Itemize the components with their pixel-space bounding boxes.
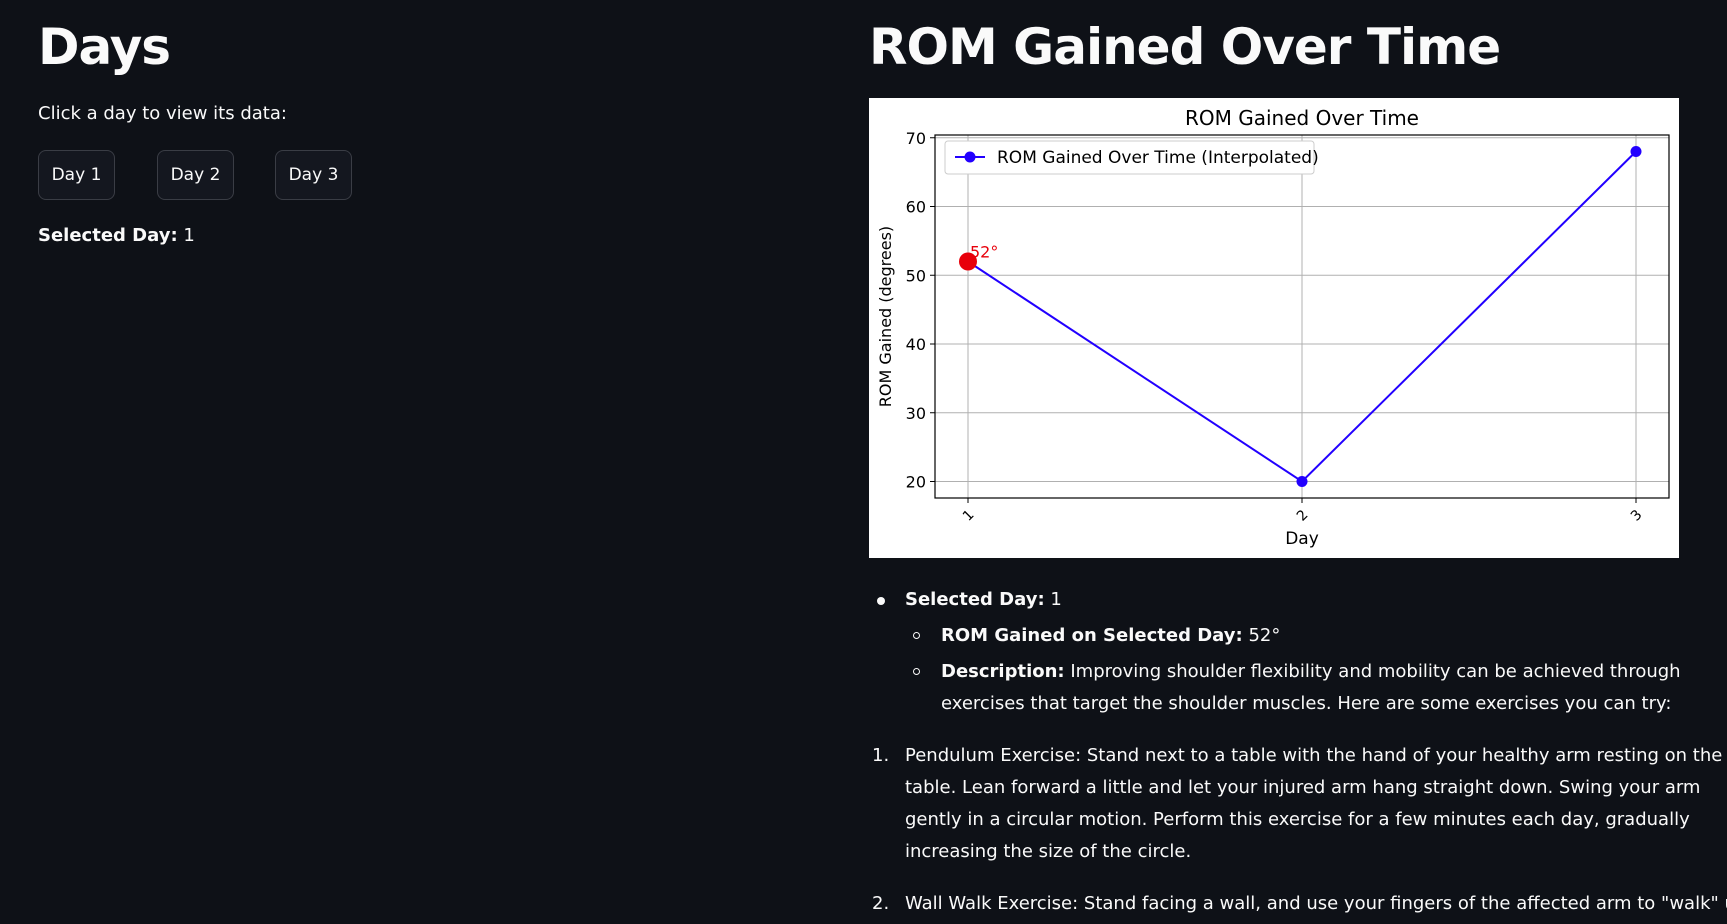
- y-tick-label: 20: [906, 473, 926, 492]
- y-tick-label: 60: [906, 198, 926, 217]
- data-point: [1630, 146, 1642, 157]
- days-heading: Days: [38, 18, 171, 76]
- bullet-circle-icon: [913, 632, 920, 639]
- highlight-label: 52°: [970, 243, 998, 262]
- detail-rom-gained: ROM Gained on Selected Day: 52°: [869, 620, 1679, 656]
- legend-marker: [964, 151, 976, 163]
- bullet-circle-icon: [913, 668, 920, 675]
- day-2-button[interactable]: Day 2: [157, 150, 234, 200]
- day-prompt: Click a day to view its data:: [38, 103, 287, 124]
- exercise-item-1: 1. Pendulum Exercise: Stand next to a ta…: [869, 740, 1722, 888]
- chart-y-label: ROM Gained (degrees): [876, 226, 895, 407]
- x-tick-label: 1: [960, 507, 978, 525]
- exercise-2-line-1: Wall Walk Exercise: Stand facing a wall,…: [905, 893, 1727, 914]
- exercise-1-line-4: increasing the size of the circle.: [905, 841, 1192, 862]
- detail-description-line-2: exercises that target the shoulder muscl…: [941, 693, 1672, 714]
- legend-box: [944, 140, 1315, 175]
- chart-legend: ROM Gained Over Time (Interpolated): [944, 140, 1319, 175]
- detail-description: Description: Improving shoulder flexibil…: [869, 656, 1681, 740]
- x-tick-label: 3: [1628, 507, 1646, 525]
- selected-day-value: 1: [183, 225, 195, 246]
- detail-description-line-1: Improving shoulder flexibility and mobil…: [1070, 661, 1681, 682]
- exercise-item-2: 2. Wall Walk Exercise: Stand facing a wa…: [869, 888, 1727, 924]
- exercise-2-number: 2.: [872, 893, 890, 914]
- selected-day-label: Selected Day:: [38, 225, 178, 246]
- selected-day-text: Selected Day: 1: [38, 225, 195, 246]
- rom-chart: 52° 20 30 40 50 60 70 1 2 3 ROM Gained Over Time…: [869, 98, 1679, 558]
- rom-heading: ROM Gained Over Time: [869, 18, 1501, 76]
- y-tick-label: 40: [906, 335, 926, 354]
- day-1-button[interactable]: Day 1: [38, 150, 115, 200]
- chart-title: ROM Gained Over Time: [1185, 106, 1419, 130]
- y-tick-label: 30: [906, 404, 926, 423]
- highlight-point: [959, 252, 977, 271]
- detail-selected-day: Selected Day: 1: [869, 580, 1679, 620]
- selected-day-details: Selected Day: 1 ROM Gained on Selected D…: [869, 580, 1727, 924]
- detail-rom-label: ROM Gained on Selected Day:: [941, 625, 1243, 646]
- exercise-1-line-3: gently in a circular motion. Perform thi…: [905, 809, 1690, 830]
- rom-chart-svg: 52° 20 30 40 50 60 70 1 2 3 ROM Gained Over Time…: [876, 106, 1670, 549]
- detail-selected-day-value: 1: [1050, 589, 1062, 610]
- detail-rom-value: 52°: [1248, 625, 1281, 646]
- exercise-1-line-1: Pendulum Exercise: Stand next to a table…: [905, 745, 1723, 766]
- legend-label: ROM Gained Over Time (Interpolated): [997, 148, 1319, 168]
- exercise-1-number: 1.: [872, 745, 890, 766]
- bullet-disc-icon: [877, 597, 885, 605]
- detail-selected-day-label: Selected Day:: [905, 589, 1045, 610]
- detail-description-label: Description:: [941, 661, 1065, 682]
- y-tick-label: 50: [906, 266, 926, 285]
- day-3-button[interactable]: Day 3: [275, 150, 352, 200]
- data-point: [1296, 476, 1308, 487]
- chart-x-label: Day: [1285, 529, 1319, 549]
- x-tick-label: 2: [1294, 507, 1312, 525]
- exercise-1-line-2: table. Lean forward a little and let you…: [905, 777, 1701, 798]
- y-tick-label: 70: [906, 129, 926, 148]
